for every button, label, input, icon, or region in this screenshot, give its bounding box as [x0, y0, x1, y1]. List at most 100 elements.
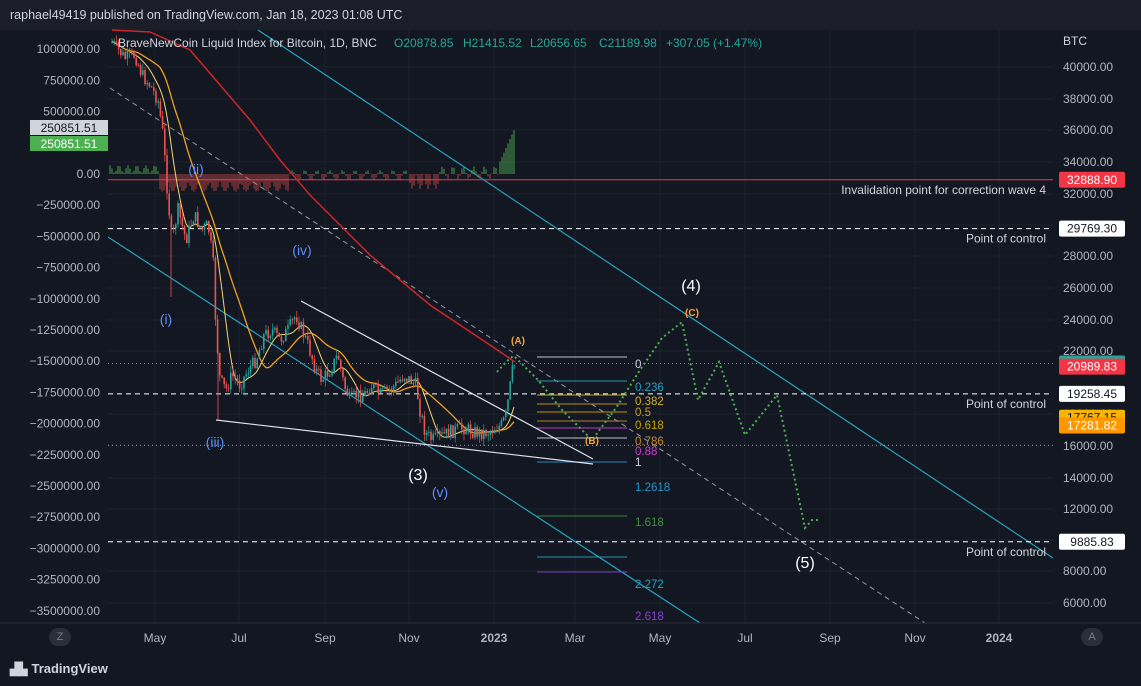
candle-body: [454, 426, 456, 439]
candle-body: [489, 431, 492, 435]
candle-body: [395, 381, 397, 387]
candle-body: [212, 240, 214, 258]
time-tick: Nov: [904, 631, 925, 645]
candle-body: [384, 386, 386, 389]
candle-body: [425, 432, 428, 436]
indicator-tick: −3250000.00: [30, 573, 101, 587]
poc-label: Point of control: [966, 545, 1046, 559]
candle-body: [111, 42, 113, 44]
legend-high: H21415.52: [463, 36, 522, 50]
candle-body: [164, 128, 166, 156]
brand[interactable]: ▟▙ TradingView: [10, 661, 108, 676]
candle-body: [155, 90, 157, 103]
candle-body: [280, 336, 283, 342]
candle-body: [225, 384, 228, 389]
price-badge: [1059, 385, 1125, 402]
price-tick: 36000.00: [1063, 123, 1113, 137]
indicator-tick: −2750000.00: [30, 510, 101, 524]
indicator-tick: −500000.00: [36, 229, 100, 243]
ma-slow-line: [111, 29, 516, 363]
price-tick: 8000.00: [1063, 564, 1107, 578]
ma-fast-line: [111, 40, 515, 438]
candle-body: [485, 429, 487, 436]
candle-body: [223, 377, 225, 385]
candle-body: [214, 257, 217, 320]
time-tick: Mar: [565, 631, 586, 645]
indicator-tick: 1000000.00: [37, 42, 101, 56]
price-tick: 12000.00: [1063, 502, 1113, 516]
price-axis-label: BTC: [1063, 34, 1087, 48]
candle-body: [199, 226, 201, 228]
time-zone-button[interactable]: Z: [49, 628, 71, 646]
candle-body: [285, 328, 287, 342]
fib-level-label: 0: [635, 359, 641, 371]
price-tick: 34000.00: [1063, 155, 1113, 169]
candle-body: [245, 374, 247, 377]
candle-body: [463, 429, 465, 435]
candle-body: [487, 434, 489, 436]
candle-body: [274, 327, 276, 330]
candle-body: [439, 430, 441, 434]
candle-body: [337, 355, 340, 360]
candle-body: [150, 86, 153, 88]
price-tick: 22000.00: [1063, 344, 1113, 358]
candle-body: [430, 431, 432, 441]
time-tick: Jul: [737, 631, 752, 645]
time-tick: May: [144, 631, 167, 645]
fib-level-label: 0.618: [635, 420, 664, 432]
candle-body: [346, 388, 349, 396]
indicator-tick: −1750000.00: [30, 385, 101, 399]
candle-body: [302, 322, 305, 337]
price-badge-label: 29769.30: [1067, 222, 1117, 236]
fib-level-label: 1.618: [635, 517, 664, 529]
candle-body: [260, 348, 263, 350]
candle-body: [353, 390, 355, 392]
candle-body: [401, 379, 404, 381]
price-tick: 6000.00: [1063, 596, 1107, 610]
candle-body: [432, 433, 434, 441]
candle-body: [478, 429, 481, 437]
candle-body: [414, 377, 417, 383]
candle-body: [128, 50, 131, 52]
candle-body: [375, 383, 377, 385]
candle-body: [194, 212, 197, 222]
fib-level-label: 1: [635, 457, 641, 469]
time-tick: Sep: [819, 631, 841, 645]
candle-body: [445, 428, 448, 434]
candle-body: [331, 371, 333, 376]
candle-body: [137, 65, 140, 67]
candle-body: [333, 358, 335, 372]
candle-body: [197, 212, 199, 227]
auto-scale-button[interactable]: A: [1081, 628, 1103, 646]
brand-name: TradingView: [31, 661, 108, 676]
candle-body: [324, 370, 327, 381]
candle-body: [326, 370, 329, 377]
candle-body: [256, 358, 258, 369]
indicator-axis: 1000000.00 750000.00 500000.00 0.00 −250000.…: [0, 30, 108, 623]
top-bar: raphael49419 published on TradingView.co…: [0, 0, 1141, 30]
candle-body: [252, 357, 254, 366]
candle-body: [131, 51, 133, 53]
candle-body: [491, 431, 494, 434]
legend-close: C21189.98: [599, 36, 657, 50]
candle-body: [208, 221, 210, 233]
indicator-badge: [30, 120, 108, 135]
wedge-lower-line: [215, 419, 594, 465]
candle-body: [498, 425, 500, 432]
candle-body: [289, 319, 291, 325]
candle-body: [247, 373, 250, 375]
candle-body: [276, 327, 278, 333]
candle-body: [467, 424, 470, 432]
candle-body: [399, 379, 401, 382]
chart-grid: [108, 30, 1053, 623]
horizontal-levels: Invalidation point for correction wave 4…: [108, 179, 1053, 559]
candle-body: [456, 424, 459, 427]
candle-body: [329, 375, 331, 377]
wave-label-iv: (iv): [292, 242, 311, 258]
candle-body: [161, 116, 164, 129]
indicator-tick: −3000000.00: [30, 541, 101, 555]
indicator-tick: −250000.00: [36, 198, 100, 212]
candle-body: [241, 388, 243, 390]
candle-body: [258, 349, 261, 359]
